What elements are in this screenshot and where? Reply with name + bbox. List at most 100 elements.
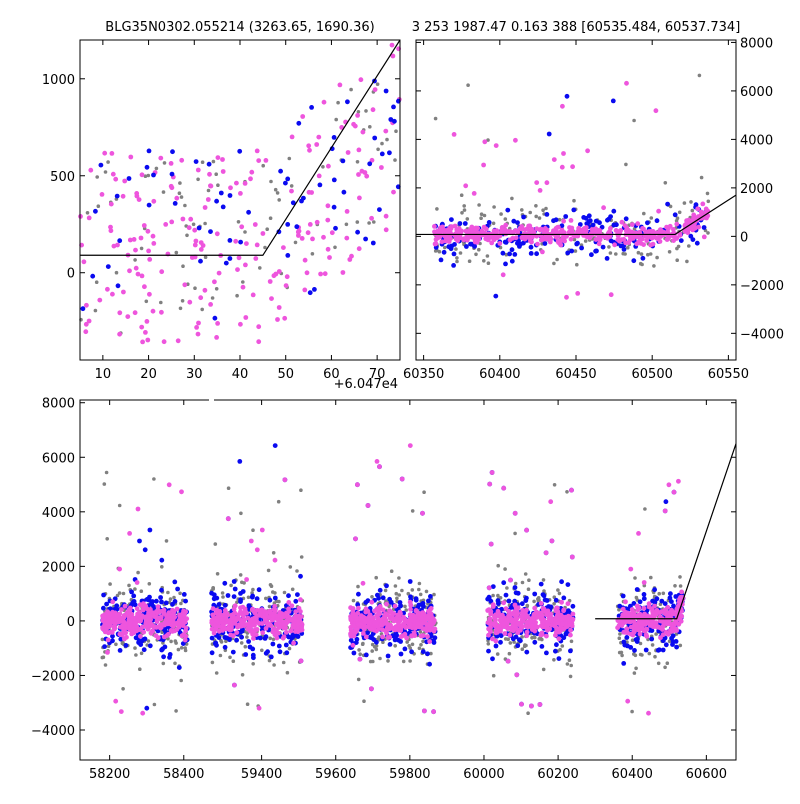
data-point <box>505 207 511 213</box>
y-tick-label: 500 <box>50 170 75 185</box>
data-point <box>225 516 231 522</box>
data-point <box>542 589 546 593</box>
data-point <box>561 635 567 641</box>
data-point <box>542 226 548 231</box>
data-point <box>438 257 444 263</box>
data-point <box>645 613 651 619</box>
data-point <box>374 575 379 580</box>
data-point <box>648 252 653 256</box>
data-point <box>459 193 464 197</box>
data-point <box>340 270 346 275</box>
data-point <box>672 212 678 218</box>
data-point <box>509 247 515 253</box>
data-point <box>350 642 356 648</box>
data-point <box>529 703 534 709</box>
data-point <box>103 663 108 667</box>
data-point <box>181 608 187 614</box>
data-point <box>493 638 499 644</box>
data-point <box>486 138 490 142</box>
data-point <box>138 667 142 671</box>
data-point <box>262 636 268 641</box>
data-point <box>254 148 260 154</box>
data-point <box>178 181 182 185</box>
data-point <box>351 633 357 639</box>
data-point <box>467 259 472 264</box>
data-point <box>144 705 150 711</box>
data-point <box>645 220 650 226</box>
data-point <box>422 708 427 714</box>
data-point <box>106 644 111 648</box>
data-point <box>220 157 225 162</box>
data-point <box>568 632 573 638</box>
data-point <box>590 222 596 228</box>
data-point <box>152 702 157 707</box>
data-point <box>507 632 513 638</box>
data-point <box>441 229 447 235</box>
data-point <box>392 603 398 609</box>
data-point <box>387 596 392 602</box>
data-point <box>409 649 414 655</box>
data-point <box>624 162 628 167</box>
data-point <box>674 221 680 227</box>
data-point <box>565 582 571 587</box>
data-point <box>186 225 192 231</box>
data-point <box>200 160 205 164</box>
data-point <box>663 642 669 648</box>
data-point <box>162 161 167 165</box>
data-point <box>583 239 588 243</box>
x-tick-label: 70 <box>369 367 386 382</box>
data-point <box>562 238 567 244</box>
data-point <box>570 611 576 617</box>
data-point <box>398 634 404 639</box>
data-point <box>365 598 371 604</box>
data-point <box>146 608 152 613</box>
data-point <box>676 244 681 249</box>
data-point <box>138 633 143 639</box>
data-point <box>536 613 541 619</box>
data-point <box>488 235 494 240</box>
data-point <box>402 646 408 652</box>
data-point <box>235 600 239 605</box>
data-point <box>102 150 108 156</box>
data-point <box>628 566 634 572</box>
data-point <box>169 629 175 634</box>
data-point <box>425 651 430 657</box>
data-point <box>620 653 624 658</box>
data-point <box>195 331 201 337</box>
data-point <box>491 673 496 678</box>
data-point <box>490 602 496 607</box>
data-point <box>146 639 151 643</box>
data-point <box>331 177 337 183</box>
data-point <box>181 592 187 597</box>
data-point <box>104 620 110 626</box>
data-point <box>383 588 388 593</box>
data-point <box>557 241 563 247</box>
data-point <box>198 247 204 252</box>
data-point <box>538 636 543 641</box>
data-point <box>174 606 180 612</box>
data-point <box>163 222 169 227</box>
data-point <box>669 607 674 613</box>
data-point <box>500 250 506 256</box>
data-point <box>173 639 178 643</box>
data-point <box>490 656 495 662</box>
data-point <box>405 640 410 644</box>
data-point <box>236 220 241 224</box>
data-point <box>181 264 185 269</box>
data-point <box>594 231 600 237</box>
data-point <box>159 609 165 614</box>
x-tick-label: 10 <box>95 367 112 382</box>
data-point <box>611 208 617 214</box>
data-point <box>514 672 520 678</box>
data-point <box>357 656 363 662</box>
x-tick-label: 40 <box>232 367 249 382</box>
data-point <box>462 221 468 226</box>
data-point <box>684 218 689 224</box>
data-point <box>482 259 486 263</box>
data-point <box>180 216 186 222</box>
data-point <box>310 236 315 242</box>
data-point <box>233 238 239 244</box>
data-point <box>298 658 304 664</box>
x-tick-label: 60 <box>323 367 340 382</box>
data-point <box>376 607 381 613</box>
